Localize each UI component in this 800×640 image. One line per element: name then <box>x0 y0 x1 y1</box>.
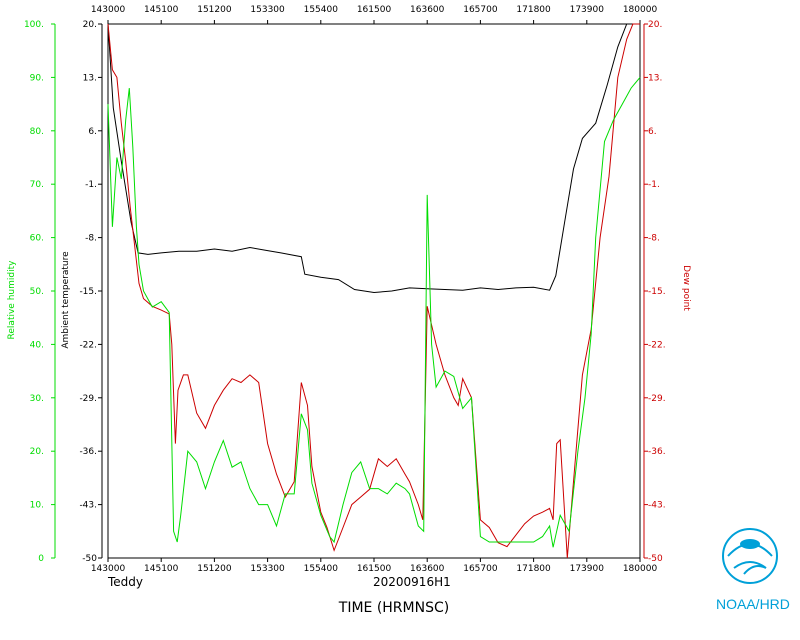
temp-tick-label: -36. <box>79 447 97 457</box>
x-tick-label-top: 163600 <box>410 5 445 15</box>
x-tick-label-bottom: 153300 <box>250 564 285 574</box>
dewpoint-tick-label: -50 <box>648 554 663 564</box>
dewpoint-tick-label: 13. <box>648 73 662 83</box>
x-tick-label-top: 165700 <box>463 5 498 15</box>
temp-tick-label: -29. <box>79 394 97 404</box>
x-tick-label-top: 180000 <box>623 5 658 15</box>
temp-axis-title: Ambient temperature <box>61 251 71 349</box>
dewpoint-tick-label: -29. <box>648 394 666 404</box>
temp-tick-label: -43. <box>79 501 97 511</box>
dewpoint-tick-label: -1. <box>648 180 660 190</box>
plot-frame <box>107 23 641 559</box>
x-tick-label-top: 151200 <box>197 5 232 15</box>
x-tick-label-bottom: 161500 <box>357 564 392 574</box>
dewpoint-axis-title: Dew point <box>681 265 691 311</box>
rh-axis-title: Relative humidity <box>7 260 17 340</box>
x-tick-label-top: 161500 <box>357 5 392 15</box>
x-tick-label-bottom: 145100 <box>144 564 179 574</box>
flight-id: 20200916H1 <box>373 575 451 589</box>
x-tick-label-top: 171800 <box>516 5 551 15</box>
dewpoint-tick-label: -15. <box>648 287 666 297</box>
rh-tick-label: 50. <box>30 287 44 297</box>
dewpoint-tick-label: -36. <box>648 447 666 457</box>
temp-tick-label: -8. <box>85 234 97 244</box>
rh-tick-label: 20. <box>30 447 44 457</box>
ticks-layer: 143000 143000 145100 145100 151200 151200 1533… <box>24 5 666 574</box>
temp-tick-label: -15. <box>79 287 97 297</box>
x-tick-label-bottom: 171800 <box>516 564 551 574</box>
rh-tick-label: 80. <box>30 127 44 137</box>
rh-tick-label: 70. <box>30 180 44 190</box>
dewpoint-tick-label: -22. <box>648 340 666 350</box>
rh-tick-label: 60. <box>30 234 44 244</box>
x-tick-label-bottom: 151200 <box>197 564 232 574</box>
relative-humidity-line <box>107 77 641 548</box>
dewpoint-tick-label: 6. <box>648 127 657 137</box>
ambient-temperature-line <box>107 23 640 294</box>
x-tick-label-bottom: 143000 <box>91 564 126 574</box>
dewpoint-tick-label: 20. <box>648 20 662 30</box>
x-tick-label-bottom: 165700 <box>463 564 498 574</box>
x-axis-title: TIME (HRMNSC) <box>338 600 449 616</box>
rh-tick-label: 90. <box>30 73 44 83</box>
x-tick-label-top: 173900 <box>570 5 605 15</box>
temp-tick-label: -22. <box>79 340 97 350</box>
temp-tick-label: 13. <box>83 73 97 83</box>
series-layer <box>107 23 641 559</box>
rh-tick-label: 10. <box>30 501 44 511</box>
x-tick-label-bottom: 155400 <box>304 564 339 574</box>
rh-tick-label: 100. <box>24 20 44 30</box>
noaa-hrd-label: NOAA/HRD <box>716 596 790 612</box>
rh-tick-label: 40. <box>30 340 44 350</box>
storm-name: Teddy <box>107 575 143 589</box>
dewpoint-tick-label: -8. <box>648 234 660 244</box>
temp-tick-label: -1. <box>85 180 97 190</box>
rh-tick-label: 0 <box>38 554 44 564</box>
x-tick-label-bottom: 163600 <box>410 564 445 574</box>
temp-tick-label: -50 <box>82 554 97 564</box>
x-tick-label-top: 155400 <box>304 5 339 15</box>
rh-tick-label: 30. <box>30 394 44 404</box>
x-tick-label-bottom: 180000 <box>623 564 658 574</box>
x-tick-label-top: 143000 <box>91 5 126 15</box>
noaa-logo-icon <box>720 526 780 590</box>
temp-tick-label: 6. <box>88 127 97 137</box>
x-tick-label-top: 145100 <box>144 5 179 15</box>
dewpoint-tick-label: -43. <box>648 501 666 511</box>
temp-tick-label: 20. <box>83 20 97 30</box>
x-tick-label-bottom: 173900 <box>570 564 605 574</box>
x-tick-label-top: 153300 <box>250 5 285 15</box>
dew-point-line <box>107 23 640 559</box>
